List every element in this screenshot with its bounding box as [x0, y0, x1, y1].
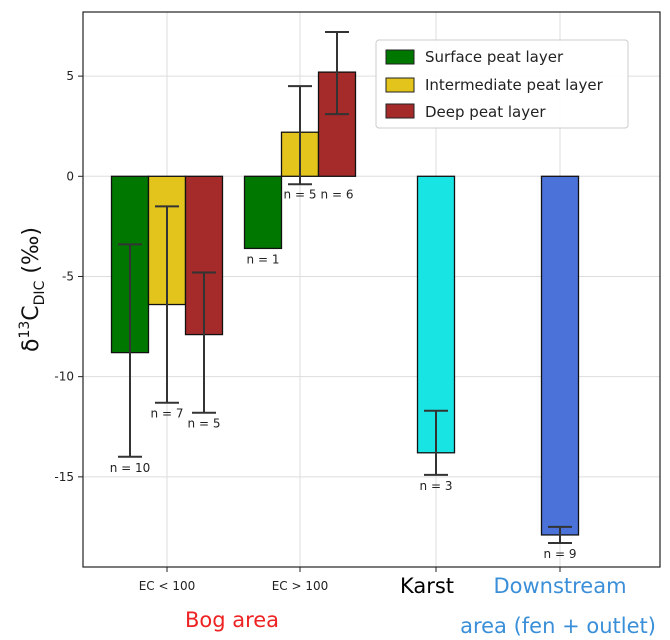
- y-tick-label: -5: [62, 269, 74, 283]
- x-tick-label: EC > 100: [272, 579, 329, 593]
- n-label: n = 5: [188, 417, 221, 431]
- bar: [243, 175, 283, 250]
- ylabel-unit: (‰): [19, 227, 44, 281]
- n-label: n = 3: [420, 479, 453, 493]
- category-label-bog-area: Bog area: [185, 608, 279, 632]
- n-label: n = 1: [247, 252, 280, 266]
- x-ticks-layer: EC < 100 EC > 100: [139, 567, 561, 593]
- legend-label-surface: Surface peat layer: [425, 48, 564, 66]
- n-label: n = 9: [544, 547, 577, 561]
- ylabel-sup: 13: [17, 321, 33, 339]
- plot-frame: [82, 11, 661, 568]
- legend-swatch-intermediate: [385, 77, 415, 93]
- y-tick-label: -15: [54, 470, 74, 484]
- legend-label-intermediate: Intermediate peat layer: [425, 76, 604, 94]
- y-tick-label: -10: [54, 370, 74, 384]
- n-label: n = 10: [110, 461, 151, 475]
- ylabel-main: C: [19, 305, 44, 320]
- category-label-karst: Karst: [400, 574, 454, 598]
- ylabel-sub: DIC: [32, 280, 48, 305]
- bar: [540, 175, 580, 536]
- category-label-downstream: Downstream: [493, 574, 626, 598]
- n-label: n = 6: [321, 187, 354, 201]
- y-ticks-layer: 5 0 -5 -10 -15: [54, 69, 83, 484]
- legend-swatch-deep: [385, 103, 415, 119]
- legend-label-deep: Deep peat layer: [425, 103, 546, 121]
- n-label: n = 5: [284, 187, 317, 201]
- y-axis-label: δ13CDIC (‰): [17, 227, 48, 352]
- legend: Surface peat layer Intermediate peat lay…: [375, 39, 629, 129]
- bars-layer: [110, 71, 580, 536]
- ylabel-base: δ: [19, 339, 44, 352]
- bar: [416, 175, 456, 454]
- legend-frame: [375, 39, 629, 129]
- y-tick-label: 5: [66, 69, 74, 83]
- n-label: n = 7: [151, 407, 184, 421]
- n-labels-layer: n = 10 n = 1 n = 7 n = 5 n = 5 n = 6 n = 3 n = …: [110, 187, 577, 561]
- x-tick-label: EC < 100: [139, 579, 196, 593]
- legend-swatch-surface: [385, 49, 415, 65]
- y-tick-label: 0: [66, 169, 74, 183]
- category-label-downstream-line2: area (fen + outlet): [460, 614, 656, 638]
- error-bars-layer: [118, 31, 572, 544]
